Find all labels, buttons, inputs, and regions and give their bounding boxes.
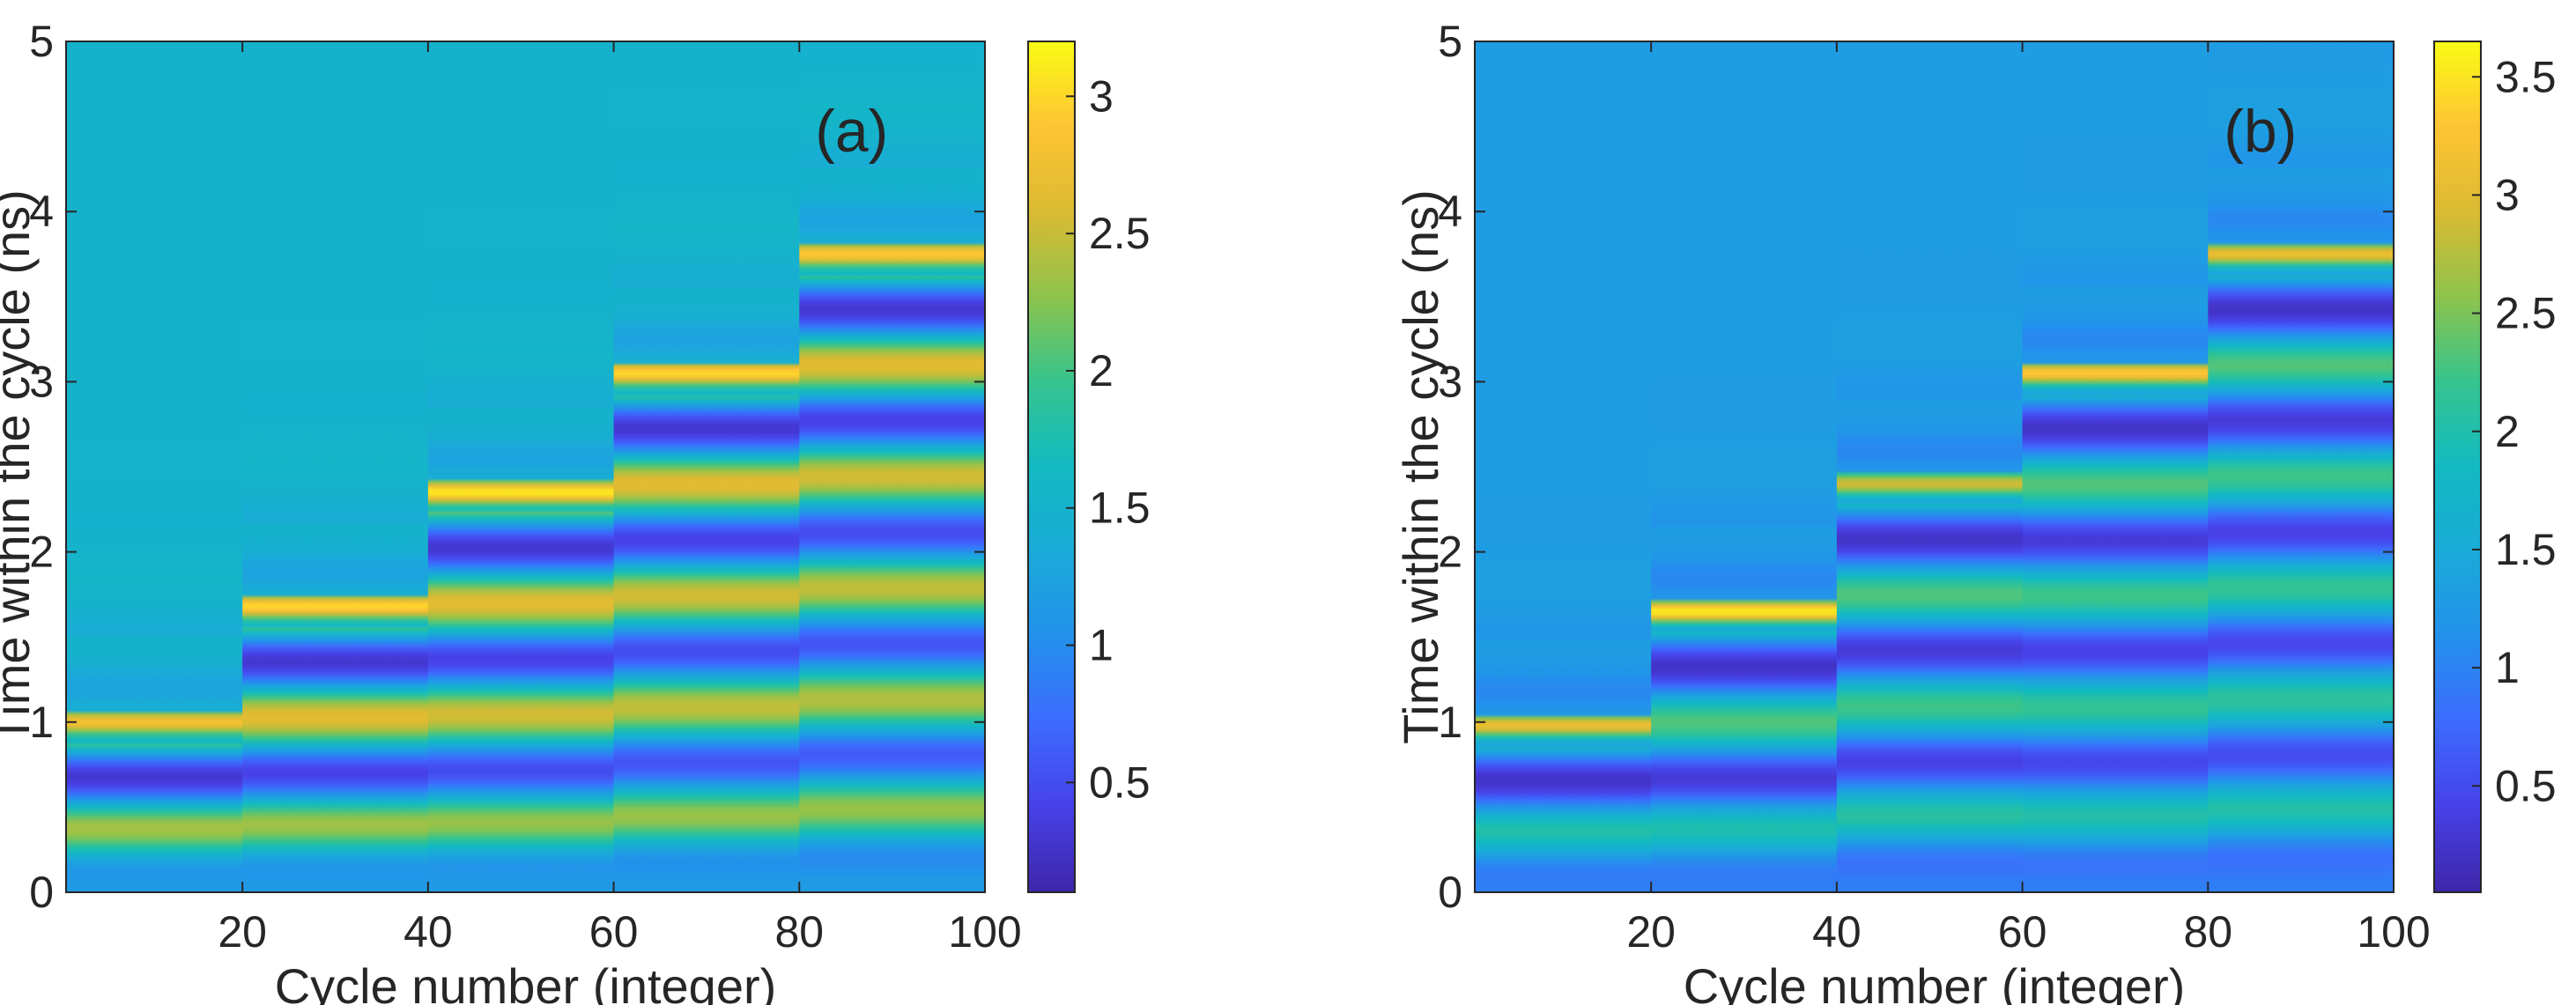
colorbar-tick-label: 2.5 <box>1089 209 1151 258</box>
x-tick-label: 80 <box>774 907 824 957</box>
x-tick-label: 60 <box>589 907 639 957</box>
x-tick-label: 80 <box>2183 907 2232 957</box>
y-tick-label: 1 <box>1438 698 1462 747</box>
panel-a: 20 40 60 80 100 0 1 2 3 4 5 Cycle number (integer) T… <box>0 17 1151 1005</box>
colorbar-tick-label: 2.5 <box>2495 289 2557 338</box>
y-tick-label: 4 <box>29 187 54 236</box>
colorbar-tick-label: 0.5 <box>1089 757 1151 807</box>
x-axis-label: Cycle number (integer) <box>1684 958 2186 1005</box>
heatmap-stage-3 <box>427 41 615 892</box>
y-tick-label: 2 <box>29 528 54 577</box>
y-tick-label: 5 <box>1438 17 1462 66</box>
colorbar-tick-label: 1 <box>1089 621 1114 670</box>
y-axis-label: Time within the cycle (ns) <box>1393 189 1448 744</box>
colorbar-tick-label: 1 <box>2495 643 2520 692</box>
colorbar-tick-label: 1.5 <box>1089 484 1151 533</box>
x-tick-label: 100 <box>2357 907 2430 957</box>
y-tick-label: 4 <box>1438 187 1462 236</box>
heatmap-stage-5 <box>799 41 986 892</box>
x-tick-label: 60 <box>1998 907 2047 957</box>
plot-frame <box>65 41 986 893</box>
x-tick-label: 20 <box>218 907 267 957</box>
heatmap-stage-4 <box>613 41 800 892</box>
colorbar <box>2433 41 2482 893</box>
panel-b: 20 40 60 80 100 0 1 2 3 4 5 Cycle number (integer) T… <box>1393 17 2557 1005</box>
y-axis-label: Time within the cycle (ns) <box>0 189 40 744</box>
colorbar-tick-label: 3 <box>2495 170 2520 219</box>
y-tick-label: 1 <box>29 698 54 747</box>
heatmap-stage-1 <box>1475 41 1652 892</box>
colorbar-tick-label: 1.5 <box>2495 525 2557 574</box>
heatmap-stage-2 <box>1651 41 1838 892</box>
colorbar-tick-label: 2 <box>1089 346 1114 395</box>
colorbar-tick-label: 2 <box>2495 407 2520 456</box>
y-tick-label: 0 <box>29 868 54 917</box>
y-tick-label: 5 <box>29 17 54 66</box>
heatmap-stage-1 <box>66 41 243 892</box>
x-axis-label: Cycle number (integer) <box>275 958 777 1005</box>
y-tick-label: 2 <box>1438 528 1462 577</box>
panel-label: (b) <box>2224 98 2297 165</box>
y-tick-label: 0 <box>1438 868 1462 917</box>
heatmap-stage-5 <box>2208 41 2395 892</box>
heatmap-stage-3 <box>1836 41 2024 892</box>
x-tick-label: 100 <box>948 907 1021 957</box>
y-tick-label: 3 <box>1438 357 1462 406</box>
y-tick-label: 3 <box>29 357 54 406</box>
heatmap-stage-2 <box>242 41 429 892</box>
plot-frame <box>1474 41 2395 893</box>
panel-label: (a) <box>815 98 888 165</box>
colorbar-tick-label: 0.5 <box>2495 761 2557 810</box>
heatmap-stage-4 <box>2022 41 2209 892</box>
x-tick-label: 40 <box>403 907 453 957</box>
colorbar <box>1027 41 1076 893</box>
x-tick-label: 40 <box>1812 907 1862 957</box>
colorbar-tick-label: 3.5 <box>2495 52 2557 101</box>
x-tick-label: 20 <box>1626 907 1676 957</box>
colorbar-tick-label: 3 <box>1089 71 1114 121</box>
